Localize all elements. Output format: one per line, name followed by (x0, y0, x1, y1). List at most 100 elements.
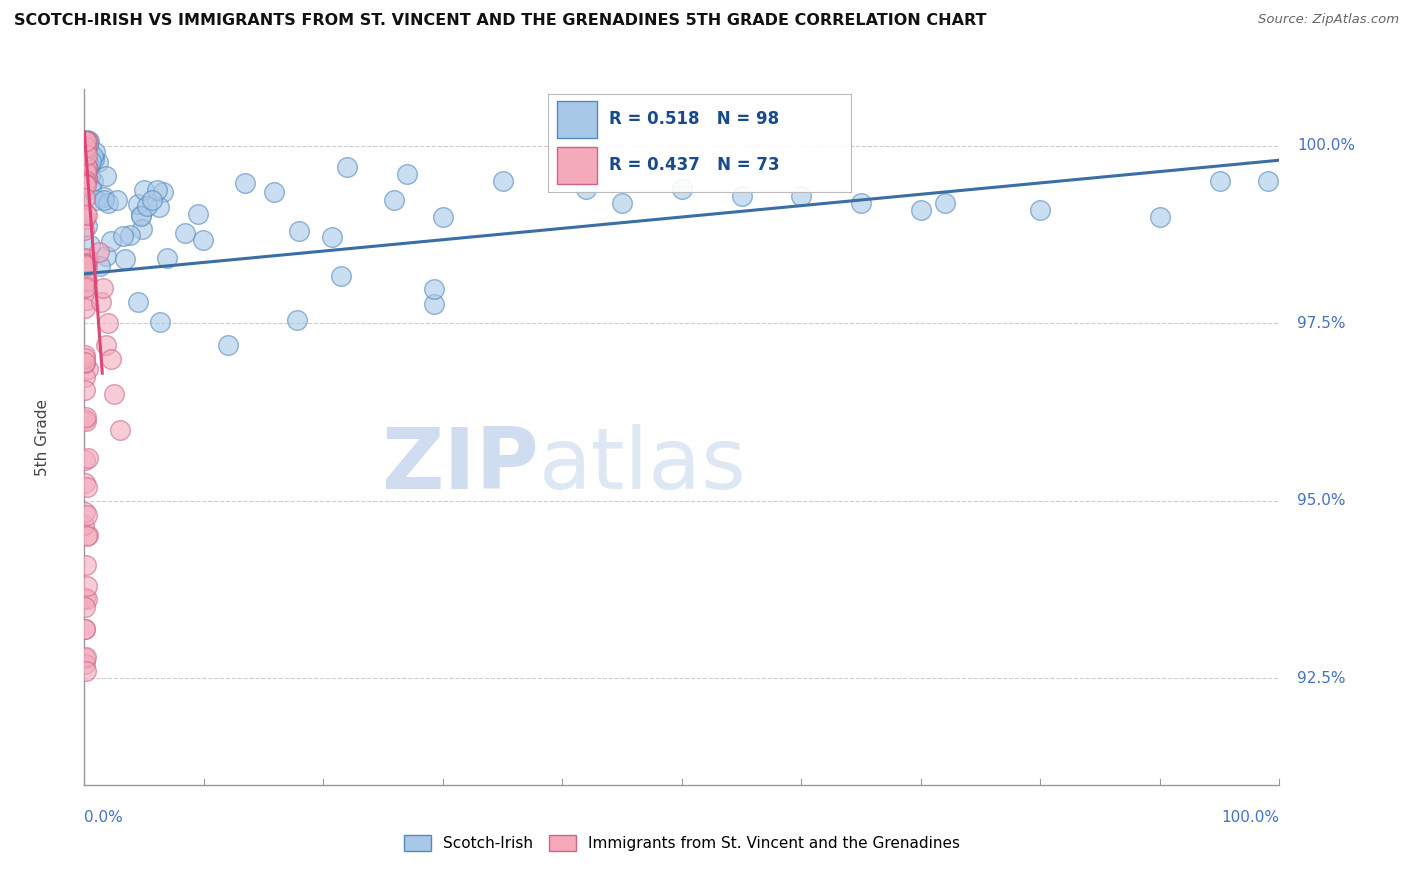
Point (432, 210, 454, 224)
Point (75, 147, 97, 161)
Point (492, 174, 515, 188)
Point (73, 152, 96, 166)
Point (75, 138, 97, 153)
Text: atlas: atlas (538, 424, 747, 507)
Point (75, 281, 97, 295)
Point (131, 222, 153, 236)
Point (233, 176, 256, 190)
Point (790, 188, 813, 202)
Text: 0.0%: 0.0% (84, 810, 124, 825)
Text: ZIP: ZIP (381, 424, 538, 507)
Point (330, 269, 353, 284)
Point (73, 164, 96, 178)
Point (75, 657, 97, 672)
Point (73, 191, 96, 205)
Point (75, 600, 97, 615)
Point (193, 233, 215, 247)
Point (148, 200, 170, 214)
Point (173, 227, 195, 241)
Point (76, 274, 98, 288)
Point (136, 198, 159, 212)
Point (76, 208, 98, 222)
Point (1256, 174, 1278, 188)
Point (77, 159, 100, 173)
Point (76, 591, 98, 606)
Point (84, 193, 107, 207)
Point (76, 178, 98, 193)
Point (76, 160, 98, 174)
Point (100, 234, 122, 248)
Point (156, 252, 179, 266)
Point (396, 168, 419, 182)
Point (75, 172, 97, 186)
Point (149, 315, 172, 329)
Point (382, 193, 405, 207)
Point (127, 295, 149, 310)
Point (80, 153, 103, 168)
Point (575, 181, 598, 195)
Point (84, 145, 107, 160)
Point (73, 518, 96, 533)
Text: R = 0.518   N = 98: R = 0.518 N = 98 (609, 111, 779, 128)
Point (76, 134, 98, 148)
Point (422, 297, 444, 311)
Point (79, 134, 101, 148)
Point (75, 355, 97, 369)
Point (217, 338, 239, 352)
Point (75, 383, 97, 397)
Text: 92.5%: 92.5% (1298, 671, 1346, 686)
Point (76, 527, 98, 541)
Point (76, 253, 98, 268)
Point (1149, 210, 1171, 224)
Text: 100.0%: 100.0% (1222, 810, 1279, 825)
Point (75, 134, 97, 148)
Point (76, 157, 98, 171)
Point (75, 211, 97, 226)
Point (76, 529, 98, 543)
Point (75, 256, 97, 270)
Point (89, 259, 111, 273)
Point (76, 148, 98, 162)
Point (75, 144, 97, 158)
Point (671, 181, 693, 195)
Point (76, 362, 98, 376)
Point (87, 155, 110, 169)
Point (73, 265, 96, 279)
Point (82, 149, 104, 163)
Point (79, 160, 101, 174)
Point (76, 169, 98, 183)
Point (94, 249, 117, 263)
Point (75, 558, 97, 572)
Point (73, 136, 96, 150)
Point (75, 134, 97, 148)
Point (73, 178, 96, 192)
Point (75, 159, 97, 173)
Text: 95.0%: 95.0% (1298, 493, 1346, 508)
Point (73, 301, 96, 315)
Point (75, 252, 97, 266)
Point (73, 622, 96, 636)
Point (75, 591, 97, 606)
Point (76, 260, 98, 274)
Point (76, 579, 98, 593)
Point (76, 154, 98, 169)
Point (73, 505, 96, 519)
Point (118, 228, 141, 243)
Text: 97.5%: 97.5% (1298, 316, 1346, 331)
Point (131, 209, 153, 223)
Point (75, 413, 97, 427)
Point (146, 183, 169, 197)
Point (288, 224, 311, 238)
FancyBboxPatch shape (557, 101, 596, 137)
Point (731, 188, 754, 202)
Point (75, 258, 97, 272)
Point (76, 161, 98, 176)
Point (96, 169, 118, 183)
Point (75, 410, 97, 425)
Point (76, 171, 98, 186)
Point (75, 173, 97, 187)
Point (73, 411, 96, 425)
Point (934, 195, 956, 210)
Point (73, 145, 96, 159)
Point (75, 146, 97, 161)
